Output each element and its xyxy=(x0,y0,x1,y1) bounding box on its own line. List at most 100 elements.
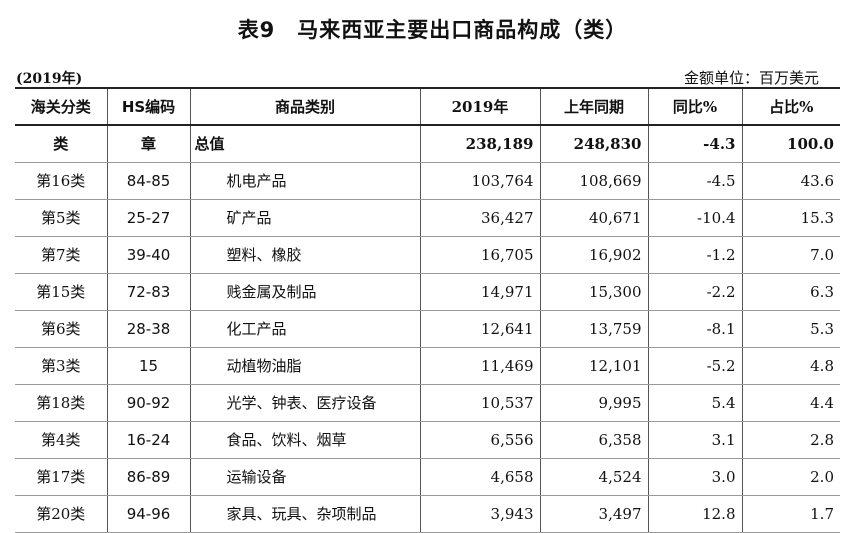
header-customs-class: 海关分类 xyxy=(15,87,108,126)
cell-share: 6.3 xyxy=(742,273,840,311)
cell-category: 贱金属及制品 xyxy=(190,273,421,311)
cell-category: 光学、钟表、医疗设备 xyxy=(190,384,421,422)
table-row: 第3类 15 动植物油脂 11,469 12,101 -5.2 4.8 xyxy=(15,347,840,385)
table-title: 表9 马来西亚主要出口商品构成（类） xyxy=(237,18,628,42)
cell-2019: 3,943 xyxy=(420,495,541,533)
cell-share: 15.3 xyxy=(742,199,840,237)
table-row: 第5类 25-27 矿产品 36,427 40,671 -10.4 15.3 xyxy=(15,199,840,237)
year-note: (2019年) xyxy=(16,71,83,87)
header-yoy: 同比% xyxy=(648,87,743,126)
header-2019: 2019年 xyxy=(420,87,541,126)
cell-category: 化工产品 xyxy=(190,310,421,348)
cell-category: 塑料、橡胶 xyxy=(190,236,421,274)
cell-prev: 40,671 xyxy=(540,199,649,237)
cell-class: 第5类 xyxy=(15,199,108,237)
table-row: 第15类 72-83 贱金属及制品 14,971 15,300 -2.2 6.3 xyxy=(15,273,840,311)
cell-share: 43.6 xyxy=(742,162,840,200)
cell-2019: 36,427 xyxy=(420,199,541,237)
cell-share: 100.0 xyxy=(742,125,840,163)
cell-2019: 6,556 xyxy=(420,421,541,459)
cell-yoy: 12.8 xyxy=(648,495,743,533)
table-row: 第18类 90-92 光学、钟表、医疗设备 10,537 9,995 5.4 4.4 xyxy=(15,384,840,422)
cell-prev: 248,830 xyxy=(540,125,649,163)
cell-hs: 72-83 xyxy=(107,273,191,311)
cell-hs: 94-96 xyxy=(107,495,191,533)
cell-prev: 3,497 xyxy=(540,495,649,533)
cell-yoy: -10.4 xyxy=(648,199,743,237)
header-hs-code: HS编码 xyxy=(107,87,191,126)
table-row: 第7类 39-40 塑料、橡胶 16,705 16,902 -1.2 7.0 xyxy=(15,236,840,274)
cell-yoy: 3.1 xyxy=(648,421,743,459)
cell-category: 运输设备 xyxy=(190,458,421,496)
cell-prev: 15,300 xyxy=(540,273,649,311)
cell-yoy: -2.2 xyxy=(648,273,743,311)
cell-yoy: -1.2 xyxy=(648,236,743,274)
cell-category: 家具、玩具、杂项制品 xyxy=(190,495,421,533)
cell-2019: 238,189 xyxy=(420,125,541,163)
cell-hs: 28-38 xyxy=(107,310,191,348)
cell-share: 2.0 xyxy=(742,458,840,496)
cell-hs: 86-89 xyxy=(107,458,191,496)
cell-yoy: 5.4 xyxy=(648,384,743,422)
cell-2019: 16,705 xyxy=(420,236,541,274)
cell-prev: 9,995 xyxy=(540,384,649,422)
unit-note: 金额单位：百万美元 xyxy=(683,69,819,87)
header-share: 占比% xyxy=(742,87,840,126)
cell-prev: 6,358 xyxy=(540,421,649,459)
cell-class: 第3类 xyxy=(15,347,108,385)
cell-2019: 4,658 xyxy=(420,458,541,496)
cell-prev: 13,759 xyxy=(540,310,649,348)
cell-hs: 90-92 xyxy=(107,384,191,422)
header-category: 商品类别 xyxy=(190,87,421,126)
cell-prev: 4,524 xyxy=(540,458,649,496)
cell-share: 1.7 xyxy=(742,495,840,533)
cell-2019: 12,641 xyxy=(420,310,541,348)
header-row: 海关分类 HS编码 商品类别 2019年 上年同期 同比% 占比% xyxy=(15,87,840,126)
cell-2019: 14,971 xyxy=(420,273,541,311)
cell-yoy: -4.3 xyxy=(648,125,743,163)
cell-class: 第15类 xyxy=(15,273,108,311)
cell-category: 矿产品 xyxy=(190,199,421,237)
cell-yoy: -4.5 xyxy=(648,162,743,200)
cell-class: 第17类 xyxy=(15,458,108,496)
cell-category: 食品、饮料、烟草 xyxy=(190,421,421,459)
cell-hs: 15 xyxy=(107,347,191,385)
cell-share: 7.0 xyxy=(742,236,840,274)
export-composition-table: 海关分类 HS编码 商品类别 2019年 上年同期 同比% 占比% 类 章 总值… xyxy=(15,87,840,533)
table-row: 第17类 86-89 运输设备 4,658 4,524 3.0 2.0 xyxy=(15,458,840,496)
cell-share: 4.4 xyxy=(742,384,840,422)
cell-class: 第7类 xyxy=(15,236,108,274)
cell-class: 第16类 xyxy=(15,162,108,200)
cell-hs: 16-24 xyxy=(107,421,191,459)
table-row: 第16类 84-85 机电产品 103,764 108,669 -4.5 43.6 xyxy=(15,162,840,200)
cell-class: 第4类 xyxy=(15,421,108,459)
cell-class: 类 xyxy=(15,125,108,163)
cell-category: 机电产品 xyxy=(190,162,421,200)
cell-share: 4.8 xyxy=(742,347,840,385)
cell-class: 第18类 xyxy=(15,384,108,422)
cell-2019: 103,764 xyxy=(420,162,541,200)
table-row: 第6类 28-38 化工产品 12,641 13,759 -8.1 5.3 xyxy=(15,310,840,348)
cell-share: 5.3 xyxy=(742,310,840,348)
header-prev-period: 上年同期 xyxy=(540,87,649,126)
cell-2019: 11,469 xyxy=(420,347,541,385)
cell-yoy: 3.0 xyxy=(648,458,743,496)
cell-hs: 39-40 xyxy=(107,236,191,274)
cell-yoy: -8.1 xyxy=(648,310,743,348)
cell-prev: 108,669 xyxy=(540,162,649,200)
cell-class: 第20类 xyxy=(15,495,108,533)
cell-share: 2.8 xyxy=(742,421,840,459)
cell-prev: 12,101 xyxy=(540,347,649,385)
cell-category: 总值 xyxy=(190,125,421,163)
cell-hs: 25-27 xyxy=(107,199,191,237)
cell-category: 动植物油脂 xyxy=(190,347,421,385)
cell-hs: 84-85 xyxy=(107,162,191,200)
cell-yoy: -5.2 xyxy=(648,347,743,385)
cell-class: 第6类 xyxy=(15,310,108,348)
table-row: 第20类 94-96 家具、玩具、杂项制品 3,943 3,497 12.8 1.7 xyxy=(15,495,840,533)
cell-prev: 16,902 xyxy=(540,236,649,274)
total-row: 类 章 总值 238,189 248,830 -4.3 100.0 xyxy=(15,125,840,163)
cell-2019: 10,537 xyxy=(420,384,541,422)
cell-hs: 章 xyxy=(107,125,191,163)
table-row: 第4类 16-24 食品、饮料、烟草 6,556 6,358 3.1 2.8 xyxy=(15,421,840,459)
